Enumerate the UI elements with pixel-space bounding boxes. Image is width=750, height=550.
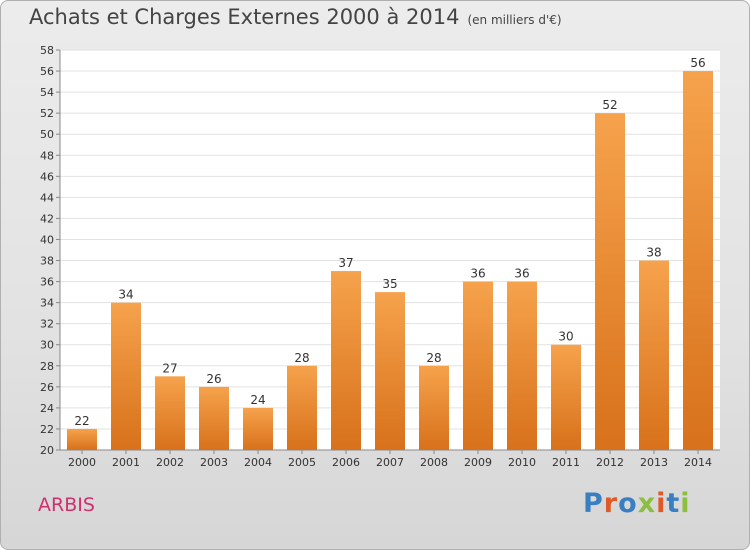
y-tick-label: 52: [40, 107, 54, 120]
title-text: Achats et Charges Externes 2000 à 2014: [29, 5, 460, 29]
x-tick-label: 2011: [552, 456, 580, 469]
bar: [243, 407, 273, 450]
data-label: 26: [206, 372, 221, 386]
y-tick-label: 36: [40, 276, 54, 289]
y-tick-label: 42: [40, 212, 54, 225]
bar: [155, 376, 185, 450]
bar: [287, 365, 317, 450]
bars: 22 34 27 26 24 28 37 35 28 36 36 30 52 38 56: [67, 56, 713, 450]
bar: [639, 260, 669, 450]
y-tick-label: 58: [40, 44, 54, 57]
data-label: 35: [382, 277, 397, 291]
data-label: 36: [470, 267, 485, 281]
data-label: 22: [74, 414, 89, 428]
data-label: 37: [338, 256, 353, 270]
y-tick-label: 22: [40, 423, 54, 436]
y-tick-label: 48: [40, 149, 54, 162]
x-tick-label: 2008: [420, 456, 448, 469]
bar: [111, 302, 141, 450]
x-tick-label: 2010: [508, 456, 536, 469]
bar: [683, 71, 713, 450]
logo-letter: P: [583, 488, 604, 519]
y-tick-label: 50: [40, 128, 54, 141]
bar: [595, 113, 625, 450]
y-tick-label: 28: [40, 360, 54, 373]
data-label: 24: [250, 393, 265, 407]
data-label: 56: [690, 56, 705, 70]
data-label: 27: [162, 361, 177, 375]
y-tick-label: 46: [40, 170, 54, 183]
data-label: 52: [602, 98, 617, 112]
data-label: 30: [558, 330, 573, 344]
data-label: 38: [646, 246, 661, 260]
bar: [551, 344, 581, 450]
data-label: 36: [514, 267, 529, 281]
y-tick-label: 32: [40, 318, 54, 331]
y-tick-label: 30: [40, 339, 54, 352]
bar: [507, 281, 537, 450]
commune-name: ARBIS: [38, 494, 95, 516]
bar: [67, 428, 97, 450]
x-tick-label: 2005: [288, 456, 316, 469]
y-tick-label: 38: [40, 255, 54, 268]
x-tick-label: 2014: [684, 456, 712, 469]
chart-subtitle: (en milliers d'€): [467, 13, 562, 27]
x-tick-label: 2004: [244, 456, 272, 469]
x-tick-label: 2013: [640, 456, 668, 469]
data-label: 28: [294, 351, 309, 365]
x-tick-label: 2007: [376, 456, 404, 469]
y-tick-label: 56: [40, 65, 54, 78]
x-tick-label: 2006: [332, 456, 360, 469]
x-tick-label: 2001: [112, 456, 140, 469]
x-tick-label: 2002: [156, 456, 184, 469]
bar: [419, 365, 449, 450]
y-tick-label: 54: [40, 86, 54, 99]
y-tick-label: 26: [40, 381, 54, 394]
logo-letter: i: [656, 488, 667, 519]
bar: [199, 386, 229, 450]
y-tick-label: 24: [40, 402, 54, 415]
bar: [331, 271, 361, 450]
bar: [375, 292, 405, 450]
logo-letter: t: [666, 488, 681, 519]
bar: [463, 281, 493, 450]
logo-letter: i: [680, 488, 691, 519]
x-tick-label: 2012: [596, 456, 624, 469]
x-tick-label: 2003: [200, 456, 228, 469]
x-tick-label: 2009: [464, 456, 492, 469]
x-axis: 2000 2001 2002 2003 2004 2005 2006 2007 2008 2009…: [60, 449, 720, 469]
logo-letter: o: [618, 488, 638, 519]
logo-letter: x: [637, 488, 657, 519]
data-label: 34: [118, 288, 133, 302]
y-tick-label: 34: [40, 297, 54, 310]
logo-letter: r: [603, 488, 619, 519]
y-tick-label: 44: [40, 191, 54, 204]
chart-title: Achats et Charges Externes 2000 à 2014 (e…: [29, 5, 562, 29]
y-axis: 20 22 24 26 28 30 32 34 36 38 40 42 44 46 48 50 52 54 56 58: [40, 44, 61, 457]
proxiti-logo: Proxiti: [583, 488, 691, 519]
x-tick-label: 2000: [68, 456, 96, 469]
y-tick-label: 20: [40, 444, 54, 457]
y-tick-label: 40: [40, 233, 54, 246]
data-label: 28: [426, 351, 441, 365]
